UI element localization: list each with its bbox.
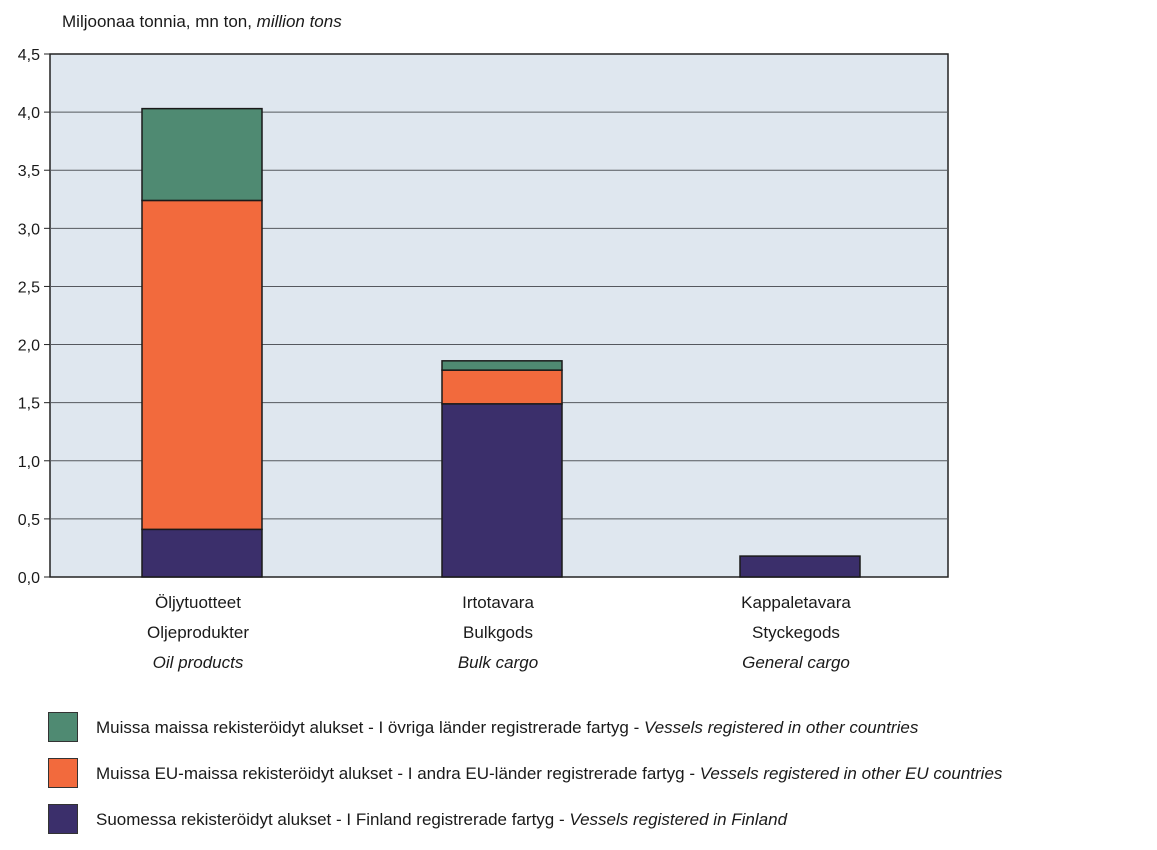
- y-axis-title-fi: Miljoonaa tonnia, mn ton,: [62, 12, 257, 31]
- legend-label-finland-en: Vessels registered in Finland: [569, 810, 788, 829]
- x-category-label-fi: Öljytuotteet: [155, 593, 241, 612]
- bar-segment: [739, 555, 861, 578]
- y-axis-title: Miljoonaa tonnia, mn ton, million tons: [62, 12, 342, 32]
- bar-segment: [441, 403, 563, 578]
- y-tick-label: 3,0: [18, 221, 40, 238]
- bar-segment: [441, 360, 563, 371]
- x-category-label-fi: Irtotavara: [462, 593, 534, 612]
- y-tick-label: 2,5: [18, 279, 40, 296]
- y-tick-label: 1,0: [18, 454, 40, 471]
- stacked-bar-chart: 0,0 0,5 1,0 1,5 2,0 2,5 3,0 3,5 4,0 4,5 Öljytuott…: [18, 47, 949, 672]
- y-tick-label: 1,5: [18, 396, 40, 413]
- legend-label-finland: Suomessa rekisteröidyt alukset - I Finla…: [96, 810, 570, 829]
- bar-segment: [141, 107, 263, 202]
- y-tick-label: 0,0: [18, 570, 40, 587]
- x-category-label-fi: Kappaletavara: [741, 593, 851, 612]
- legend-label-other-eu: Muissa EU-maissa rekisteröidyt alukset -…: [96, 764, 700, 783]
- bar-segment: [441, 369, 563, 405]
- legend-label-other-countries-en: Vessels registered in other countries: [643, 718, 919, 737]
- x-category-label-sv: Styckegods: [752, 623, 840, 642]
- x-category-label-en: Oil products: [153, 653, 244, 672]
- legend-swatch-finland: [48, 804, 78, 834]
- y-tick-label: 4,0: [18, 105, 40, 122]
- bar-segment: [141, 528, 263, 578]
- legend-swatch-other-eu: [48, 758, 78, 788]
- y-axis-title-en: million tons: [256, 12, 342, 31]
- bar-segment: [141, 199, 263, 531]
- x-category-label-en: General cargo: [742, 653, 850, 672]
- y-tick-label: 2,0: [18, 338, 40, 355]
- x-category-label-sv: Oljeprodukter: [147, 623, 249, 642]
- x-category-label-en: Bulk cargo: [458, 653, 538, 672]
- legend-label-other-countries: Muissa maissa rekisteröidyt alukset - I …: [96, 718, 644, 737]
- legend-swatch-other-countries: [48, 712, 78, 742]
- legend-label-other-eu-en: Vessels registered in other EU countries: [699, 764, 1003, 783]
- x-category-label-sv: Bulkgods: [463, 623, 533, 642]
- y-tick-label: 0,5: [18, 512, 40, 529]
- y-tick-label: 4,5: [18, 47, 40, 64]
- y-tick-label: 3,5: [18, 163, 40, 180]
